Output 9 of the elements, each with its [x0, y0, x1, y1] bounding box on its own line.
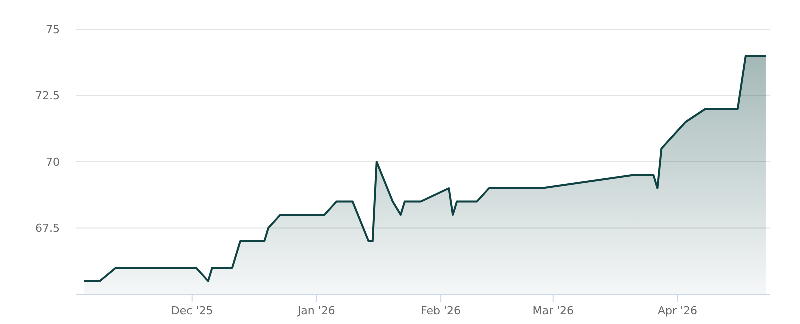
- y-tick-label: 75: [46, 23, 60, 36]
- y-tick-label: 67.5: [36, 222, 60, 236]
- x-tick-label: Jan '26: [296, 304, 336, 318]
- x-tick-label: Feb '26: [421, 304, 462, 318]
- x-tick-label: Dec '25: [171, 304, 214, 318]
- y-tick-label: 72.5: [36, 90, 60, 103]
- x-tick-label: Apr '26: [658, 304, 698, 318]
- y-tick-label: 70: [46, 156, 60, 169]
- x-tick-label: Mar '26: [532, 304, 574, 318]
